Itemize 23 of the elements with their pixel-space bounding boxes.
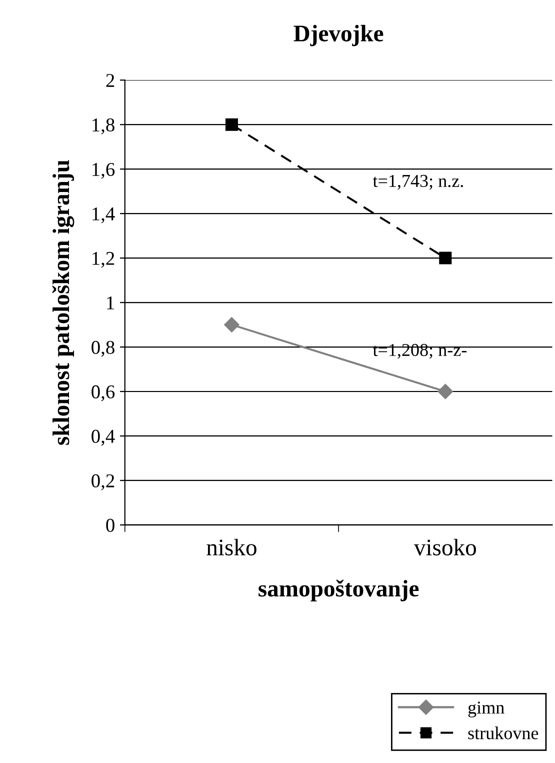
y-tick-label: 1,8: [92, 118, 114, 134]
legend-label: strukovne: [468, 726, 538, 740]
y-tick-label: 1,2: [92, 252, 114, 268]
legend-label: gimn: [468, 702, 504, 718]
annotation: t=1,743; n.z.: [372, 174, 463, 190]
y-tick-label: 0: [106, 518, 114, 532]
y-tick-label: 0,8: [92, 340, 114, 357]
y-tick-label: 2: [106, 74, 114, 87]
y-axis-title: sklonost patološkom igranju: [52, 160, 74, 445]
chart-title: Djevojke: [294, 24, 384, 46]
y-tick-label: 0,2: [92, 474, 114, 490]
point: [224, 317, 240, 332]
y-tick-label: 1,4: [92, 207, 115, 224]
point: [439, 252, 452, 264]
point: [438, 384, 453, 400]
x-tick-label: visoko: [414, 538, 476, 556]
y-tick-label: 0,4: [92, 430, 115, 446]
x-tick-label: nisko: [206, 538, 256, 556]
x-axis-title: samopoštovanje: [258, 580, 419, 602]
y-tick-label: 0,6: [92, 385, 115, 402]
y-tick-label: 1,6: [92, 162, 115, 179]
point: [225, 118, 238, 131]
y-tick-label: 1: [107, 296, 114, 310]
